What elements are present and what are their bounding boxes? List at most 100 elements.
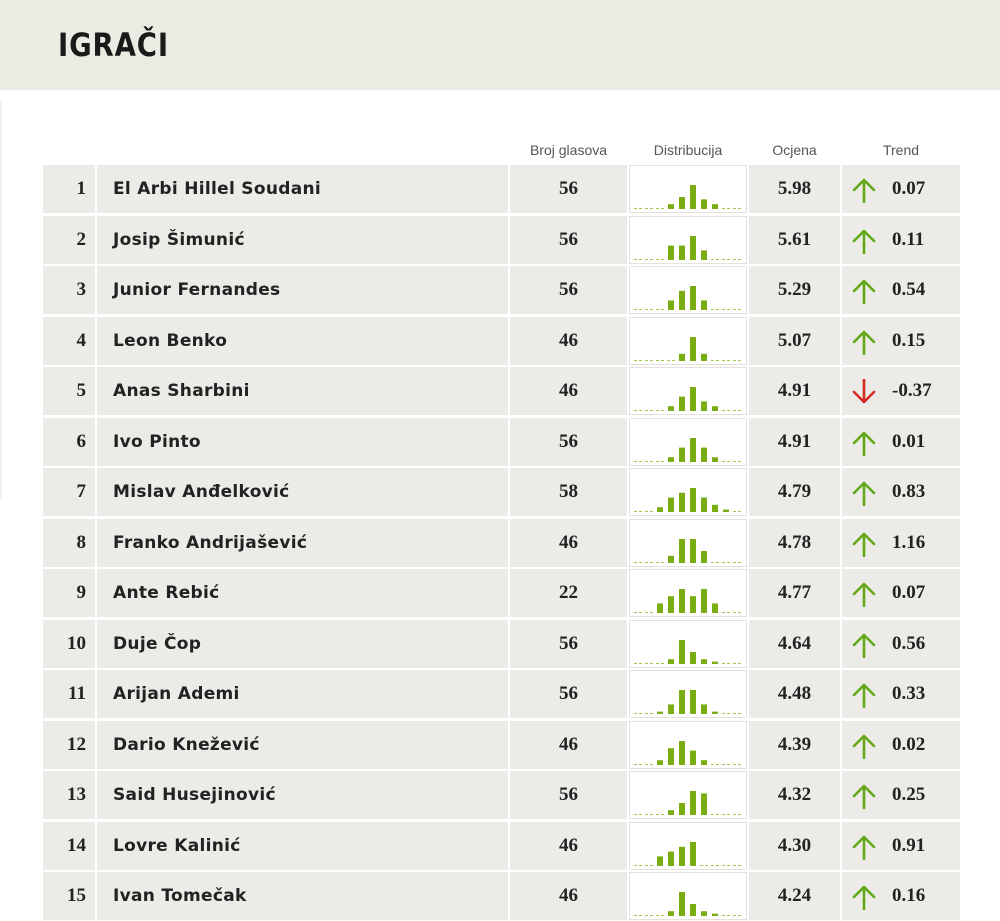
trend-up-icon (852, 330, 876, 355)
distribution-bar (679, 447, 685, 462)
distribution-bar (679, 639, 685, 664)
trend-cell: 0.54 (842, 266, 960, 314)
distribution-bar (668, 204, 674, 209)
distribution-bar (657, 855, 663, 866)
table-row[interactable]: 15 Ivan Tomečak 46 4.24 0.16 (43, 872, 960, 920)
player-name-link[interactable]: Arijan Ademi (97, 670, 508, 718)
player-name-link[interactable]: Said Husejinović (97, 771, 508, 819)
distribution-bar (657, 603, 663, 613)
trend-cell: 0.15 (842, 316, 960, 365)
trend-cell: 0.83 (842, 468, 960, 516)
trend-value: 1.16 (892, 531, 926, 553)
player-name-link[interactable]: Dario Knežević (97, 720, 508, 769)
distribution-bar (668, 658, 674, 664)
player-name-link[interactable]: Duje Čop (97, 619, 508, 668)
trend-value: 0.83 (892, 481, 926, 502)
distribution-chart (629, 266, 747, 314)
distribution-bar (668, 911, 674, 916)
votes-cell: 58 (510, 468, 627, 516)
distribution-bar (668, 406, 674, 411)
table-row[interactable]: 2 Josip Šimunić 56 5.61 0.11 (43, 215, 960, 264)
trend-value: 0.02 (892, 733, 926, 755)
trend-up-icon (852, 633, 876, 658)
distribution-bar (690, 235, 696, 260)
distribution-bar (712, 456, 718, 462)
trend-value: 0.16 (892, 885, 926, 906)
distribution-bar (701, 199, 707, 209)
page-header: IGRAČI (0, 0, 1000, 90)
table-row[interactable]: 12 Dario Knežević 46 4.39 0.02 (43, 720, 960, 769)
distribution-bar (679, 892, 685, 916)
distribution-chart (629, 417, 747, 466)
distribution-bar (701, 249, 707, 260)
trend-cell: 0.07 (842, 165, 960, 213)
rank-cell: 2 (43, 215, 95, 264)
distribution-bar (690, 841, 696, 866)
distribution-bar (712, 204, 718, 209)
player-name-link[interactable]: Josip Šimunić (97, 215, 508, 264)
table-row[interactable]: 3 Junior Fernandes 56 5.29 0.54 (43, 266, 960, 314)
table-row[interactable]: 11 Arijan Ademi 56 4.48 0.33 (43, 670, 960, 718)
rank-cell: 5 (43, 367, 95, 415)
table-row[interactable]: 6 Ivo Pinto 56 4.91 0.01 (43, 417, 960, 466)
rank-cell: 15 (43, 872, 95, 920)
distribution-bar (668, 245, 674, 260)
distribution-bar (690, 651, 696, 664)
player-name-link[interactable]: Leon Benko (97, 316, 508, 365)
votes-cell: 56 (510, 619, 627, 668)
trend-up-icon (852, 582, 876, 607)
trend-cell: 0.33 (842, 670, 960, 718)
distribution-bar (668, 497, 674, 512)
distribution-chart (629, 165, 747, 213)
distribution-bar (712, 913, 718, 916)
distribution-bar (701, 447, 707, 462)
trend-value: 0.15 (892, 329, 926, 351)
trend-value: 0.25 (892, 784, 926, 805)
trend-down-icon (852, 379, 876, 404)
distribution-bar (657, 507, 663, 512)
player-name-link[interactable]: El Arbi Hillel Soudani (97, 165, 508, 213)
distribution-bar (679, 803, 685, 815)
distribution-bar (679, 740, 685, 765)
trend-cell: 0.07 (842, 569, 960, 617)
trend-cell: 0.56 (842, 619, 960, 668)
rank-cell: 7 (43, 468, 95, 516)
score-cell: 4.91 (749, 367, 840, 415)
votes-cell: 22 (510, 569, 627, 617)
distribution-chart (629, 569, 747, 617)
distribution-bar (657, 759, 663, 765)
trend-up-icon (852, 279, 876, 304)
player-name-link[interactable]: Ivo Pinto (97, 417, 508, 466)
player-name-link[interactable]: Anas Sharbini (97, 367, 508, 415)
table-row[interactable]: 1 El Arbi Hillel Soudani 56 5.98 0.07 (43, 165, 960, 213)
votes-cell: 56 (510, 417, 627, 466)
score-cell: 5.61 (749, 215, 840, 264)
table-row[interactable]: 8 Franko Andrijašević 46 4.78 1.16 (43, 518, 960, 567)
distribution-bar (668, 555, 674, 563)
distribution-bar (712, 603, 718, 613)
player-name-link[interactable]: Mislav Anđelković (97, 468, 508, 516)
player-name-link[interactable]: Franko Andrijašević (97, 518, 508, 567)
table-row[interactable]: 7 Mislav Anđelković 58 4.79 0.83 (43, 468, 960, 516)
table-row[interactable]: 9 Ante Rebić 22 4.77 0.07 (43, 569, 960, 617)
distribution-bar (668, 300, 674, 310)
trend-cell: 1.16 (842, 518, 960, 567)
table-row[interactable]: 13 Said Husejinović 56 4.32 0.25 (43, 771, 960, 819)
distribution-bar (712, 661, 718, 664)
distribution-bar (701, 550, 707, 563)
table-row[interactable]: 14 Lovre Kalinić 46 4.30 0.91 (43, 821, 960, 870)
player-name-link[interactable]: Ante Rebić (97, 569, 508, 617)
distribution-bar (690, 387, 696, 411)
player-name-link[interactable]: Ivan Tomečak (97, 872, 508, 920)
table-row[interactable]: 10 Duje Čop 56 4.64 0.56 (43, 619, 960, 668)
player-name-link[interactable]: Junior Fernandes (97, 266, 508, 314)
distribution-bar (701, 793, 707, 815)
trend-value: 0.07 (892, 582, 926, 603)
distribution-bar (701, 300, 707, 310)
table-row[interactable]: 5 Anas Sharbini 46 4.91 -0.37 (43, 367, 960, 415)
player-name-link[interactable]: Lovre Kalinić (97, 821, 508, 870)
rank-cell: 13 (43, 771, 95, 819)
score-cell: 4.30 (749, 821, 840, 870)
table-row[interactable]: 4 Leon Benko 46 5.07 0.15 (43, 316, 960, 365)
distribution-chart (629, 316, 747, 365)
